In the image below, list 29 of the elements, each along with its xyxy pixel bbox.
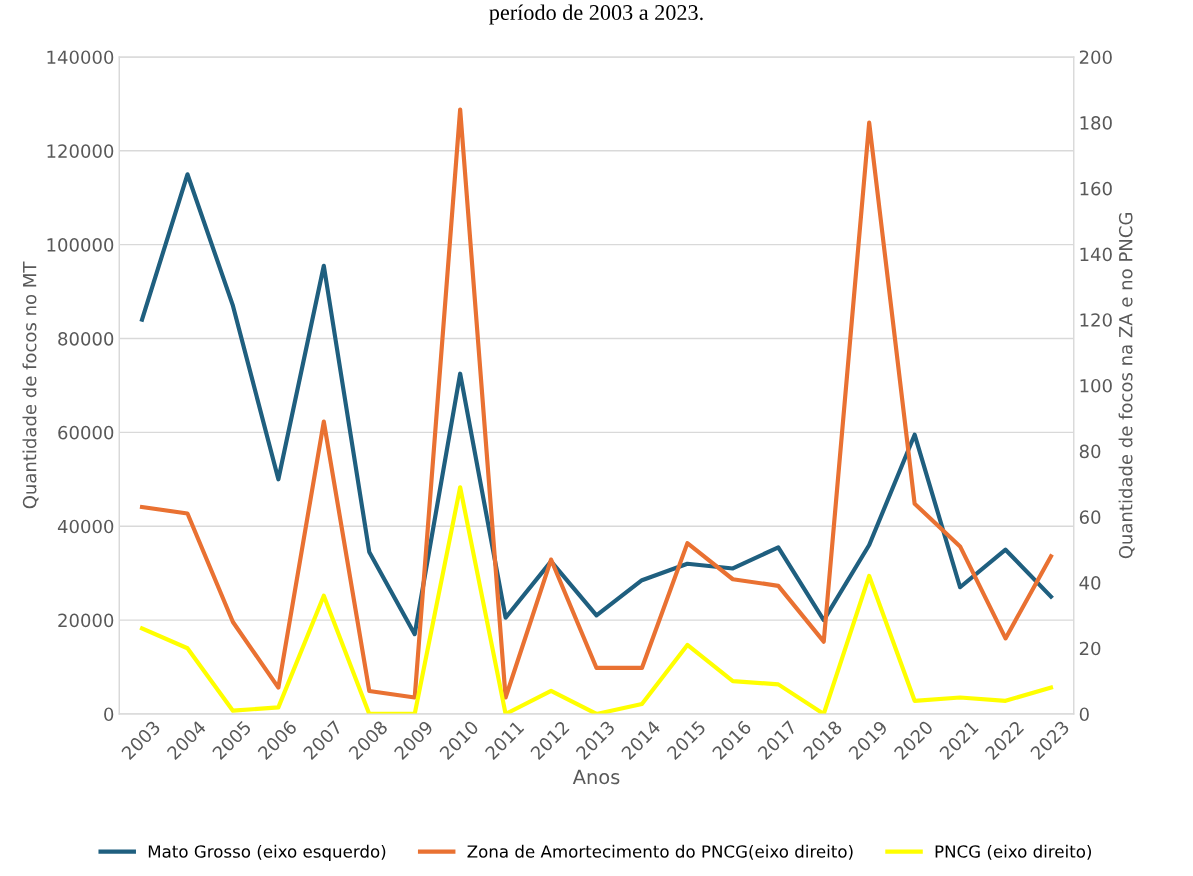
y-tick-label: 80000	[58, 331, 114, 346]
x-axis-title: Anos	[572, 769, 620, 785]
y2-tick-label: 140	[1080, 247, 1112, 262]
legend-label: Zona de Amortecimento do PNCG(eixo direito)	[467, 844, 853, 860]
y-tick-label: 140000	[47, 50, 114, 65]
y-tick-label: 100000	[47, 238, 114, 252]
y2-tick-label: 100	[1080, 378, 1112, 393]
y-tick-label: 20000	[58, 613, 114, 628]
y2-tick-label: 160	[1080, 181, 1112, 196]
y2-tick-label: 40	[1079, 576, 1101, 590]
chart-title: período de 2003 a 2023.	[489, 4, 703, 25]
y-tick-label: 120000	[47, 144, 114, 158]
y2-tick-label: 80	[1079, 444, 1101, 459]
y-tick-label: 0	[104, 707, 114, 722]
y2-tick-label: 60	[1079, 510, 1101, 524]
line-series	[139, 485, 1054, 714]
y2-axis-title: Quantidade de focos na ZA e no PNCG	[1118, 213, 1135, 559]
y-tick-label: 60000	[58, 425, 114, 440]
y2-tick-label: 200	[1079, 50, 1112, 65]
legend-label: PNCG (eixo direito)	[935, 844, 1092, 860]
y2-tick-label: 0	[1079, 707, 1089, 722]
line-series	[139, 107, 1054, 700]
y2-tick-label: 120	[1080, 313, 1112, 327]
y2-tick-label: 20	[1079, 641, 1101, 656]
line-series	[139, 172, 1054, 637]
legend-label: Mato Grosso (eixo esquerdo)	[148, 844, 386, 861]
y-tick-label: 40000	[57, 519, 114, 534]
y2-tick-label: 180	[1080, 116, 1112, 130]
y-axis-title: Quantidade de focos no MT	[22, 261, 39, 509]
